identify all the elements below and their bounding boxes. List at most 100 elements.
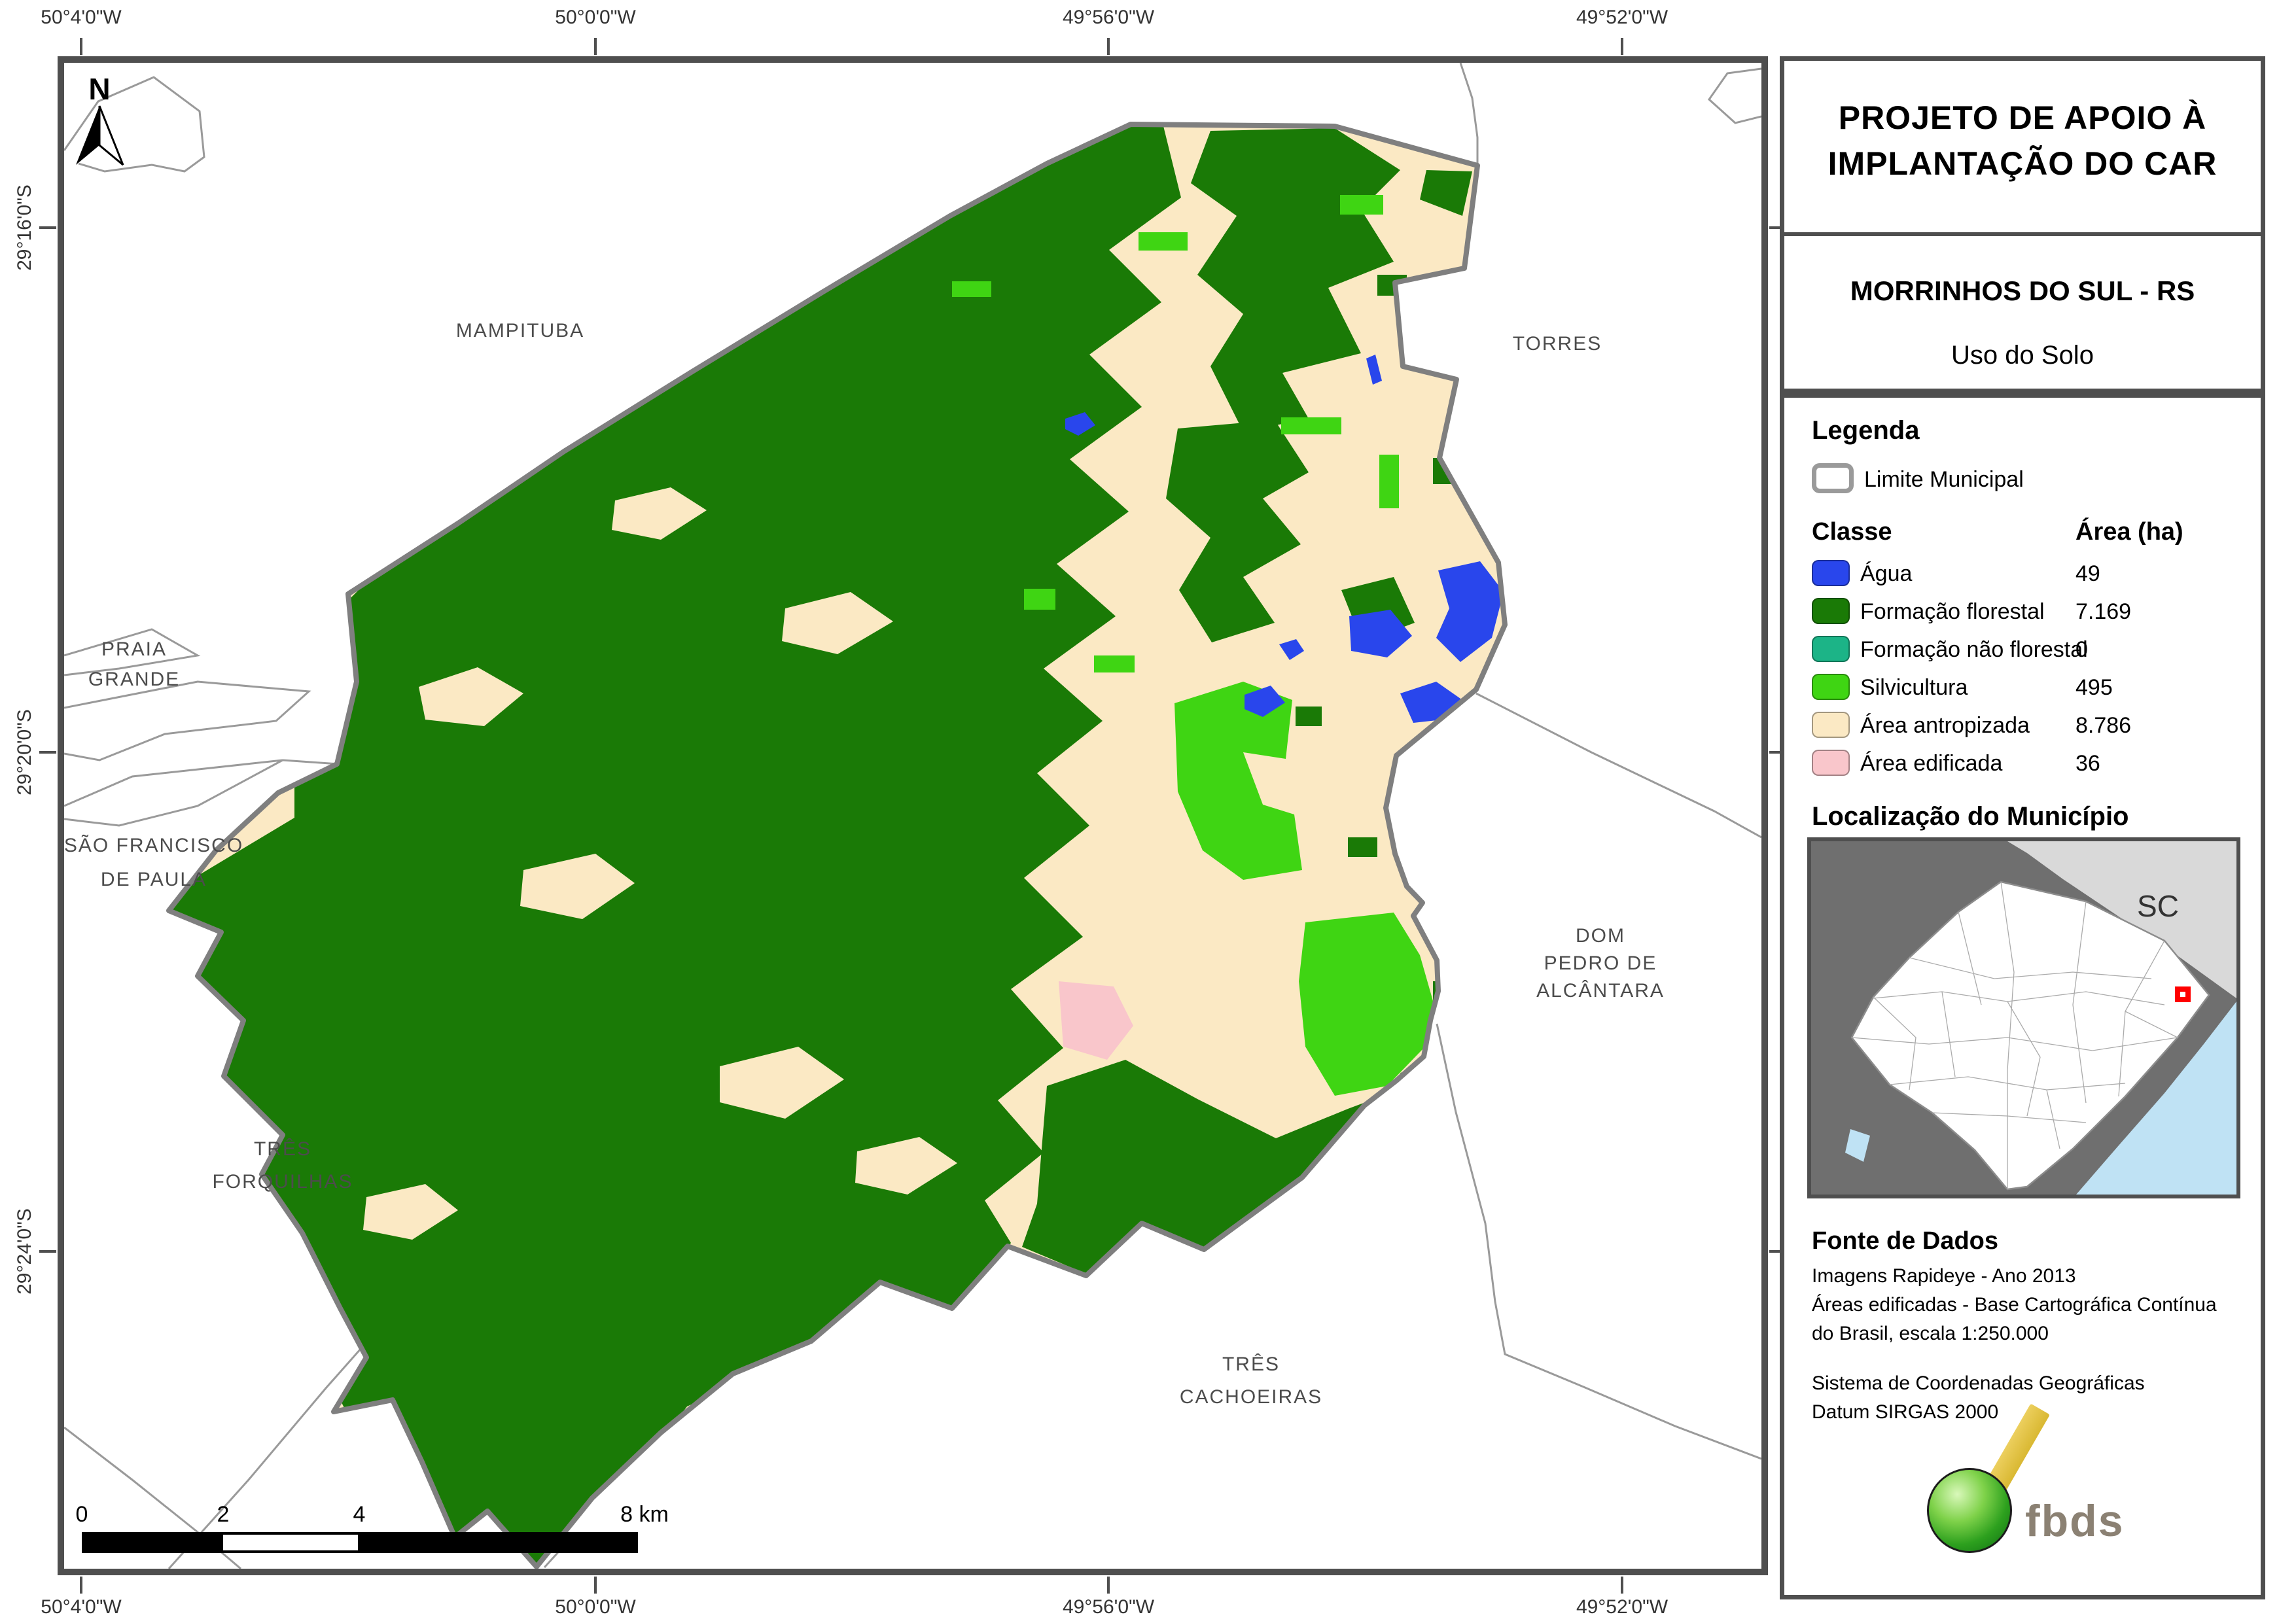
tick	[39, 226, 56, 229]
label-tres-forquilhas-1: TRÊS	[254, 1138, 311, 1160]
graticule-top-4: 49°52'0"W	[1576, 7, 1669, 28]
label-sao-francisco-1: SÃO FRANCISCO	[64, 834, 243, 856]
label-mampituba: MAMPITUBA	[456, 320, 584, 341]
tick	[1769, 1250, 1786, 1253]
scale-0: 0	[76, 1502, 88, 1527]
water-ne-main	[1436, 561, 1504, 662]
clearing	[363, 1184, 458, 1240]
forest-patch	[1166, 420, 1309, 642]
graticule-left-2: 29°20'0"S	[14, 709, 35, 795]
clearing	[612, 487, 707, 540]
legend-swatch-agua	[1812, 560, 1850, 586]
divider	[1784, 232, 2261, 236]
graticule-bottom-2: 50°0'0"W	[555, 1596, 636, 1618]
silvicultura-strip	[1379, 455, 1399, 508]
silvicultura-strip	[1281, 417, 1341, 434]
label-torres: TORRES	[1513, 333, 1602, 355]
silvicultura-strip	[952, 281, 991, 297]
limite-municipal-swatch	[1812, 463, 1854, 493]
scale-4: 4	[353, 1502, 366, 1527]
locator-sc-region	[2007, 841, 2236, 998]
tick	[39, 1250, 56, 1253]
label-tres-forquilhas-2: FORQUILHAS	[212, 1171, 353, 1193]
legend-area-florestal: 7.169	[2075, 599, 2132, 624]
locator-sc-label: SC	[2137, 889, 2179, 923]
silvicultura-east	[1299, 913, 1433, 1096]
graticule-bottom-4: 49°52'0"W	[1576, 1596, 1669, 1618]
scale-8km: 8 km	[620, 1502, 669, 1527]
legend-label-nao-florestal: Formação não florestal	[1860, 637, 2088, 662]
forest-speck	[1407, 792, 1443, 816]
localizacao-heading: Localização do Município	[1812, 802, 2129, 831]
silvicultura-strip	[1094, 655, 1135, 672]
legend-box: Legenda Limite Municipal Classe Área (ha…	[1780, 393, 2265, 1599]
project-title-line1: PROJETO DE APOIO À	[1838, 99, 2207, 136]
fbds-logo-sphere-icon	[1927, 1468, 2012, 1553]
legend-swatch-antropizada	[1812, 712, 1850, 738]
legend-swatch-edificada	[1812, 750, 1850, 776]
label-dom-pedro-2: PEDRO DE	[1544, 952, 1657, 974]
legend-area-agua: 49	[2075, 561, 2100, 586]
locator-ocean	[2076, 1002, 2236, 1195]
fonte-line5: Datum SIRGAS 2000	[1812, 1401, 1999, 1423]
tick	[39, 751, 56, 754]
title-box: PROJETO DE APOIO À IMPLANTAÇÃO DO CAR MO…	[1780, 56, 2265, 393]
forest-speck	[1296, 707, 1322, 726]
locator-map: SC	[1807, 837, 2240, 1198]
fonte-line1: Imagens Rapideye - Ano 2013	[1812, 1265, 2076, 1287]
tick	[594, 1577, 597, 1594]
legend-label-florestal: Formação florestal	[1860, 599, 2045, 624]
graticule-bottom-3: 49°56'0"W	[1062, 1596, 1155, 1618]
municipality-boundary	[166, 122, 1508, 1569]
forest-patch	[1420, 170, 1472, 216]
water	[1349, 610, 1412, 657]
label-praia-grande-1: PRAIA	[101, 638, 167, 660]
graticule-left-1: 29°16'0"S	[14, 184, 35, 271]
map-subtitle: Uso do Solo	[1951, 341, 2094, 370]
forest-main-mass	[169, 124, 1181, 1567]
clearing	[782, 592, 893, 654]
legend-label-agua: Água	[1860, 561, 1913, 586]
legend-label-antropizada: Área antropizada	[1860, 713, 2030, 738]
north-label: N	[88, 72, 110, 106]
scale-2: 2	[217, 1502, 230, 1527]
silvicultura-strip	[1139, 232, 1188, 251]
tick	[1769, 751, 1786, 754]
legend-swatch-silvicultura	[1812, 674, 1850, 700]
forest-speck	[1348, 837, 1377, 857]
legend-area-edificada: 36	[2075, 751, 2100, 776]
north-arrow-icon: N	[76, 72, 124, 166]
legend-col-area: Área (ha)	[2075, 518, 2183, 546]
fonte-line3: do Brasil, escala 1:250.000	[1812, 1323, 2049, 1344]
built-area	[1059, 981, 1133, 1060]
water	[1065, 412, 1095, 436]
graticule-bottom-1: 50°4'0"W	[41, 1596, 122, 1618]
legend-col-classe: Classe	[1812, 518, 1892, 546]
graticule-left-3: 29°24'0"S	[14, 1208, 35, 1295]
clearing	[855, 1137, 957, 1195]
tick	[594, 38, 597, 55]
legend-label-edificada: Área edificada	[1860, 751, 2003, 776]
label-dom-pedro-3: ALCÂNTARA	[1536, 980, 1665, 1002]
limite-municipal-label: Limite Municipal	[1864, 467, 2024, 492]
silvicultura-central	[1174, 682, 1302, 880]
locator-lagoon	[1845, 1129, 1870, 1162]
tick	[1107, 38, 1110, 55]
locator-municipal-lines	[1851, 881, 2178, 1189]
forest-speck	[1377, 275, 1407, 296]
legend-heading: Legenda	[1812, 416, 1920, 445]
clearing	[520, 854, 635, 919]
project-title-line2: IMPLANTAÇÃO DO CAR	[1828, 145, 2217, 182]
tick	[1621, 38, 1623, 55]
silvicultura-strip	[1340, 195, 1383, 215]
label-praia-grande-2: GRANDE	[88, 669, 180, 690]
clearing	[720, 1047, 844, 1119]
graticule-top-3: 49°56'0"W	[1062, 7, 1155, 28]
label-tres-cachoeiras-1: TRÊS	[1222, 1353, 1280, 1375]
graticule-top-1: 50°4'0"W	[41, 7, 122, 28]
fbds-logo-text: fbds	[2025, 1496, 2125, 1546]
municipality-title: MORRINHOS DO SUL - RS	[1850, 275, 2195, 306]
legend-swatch-florestal	[1812, 598, 1850, 624]
legend-area-nao-florestal: 0	[2075, 637, 2088, 662]
